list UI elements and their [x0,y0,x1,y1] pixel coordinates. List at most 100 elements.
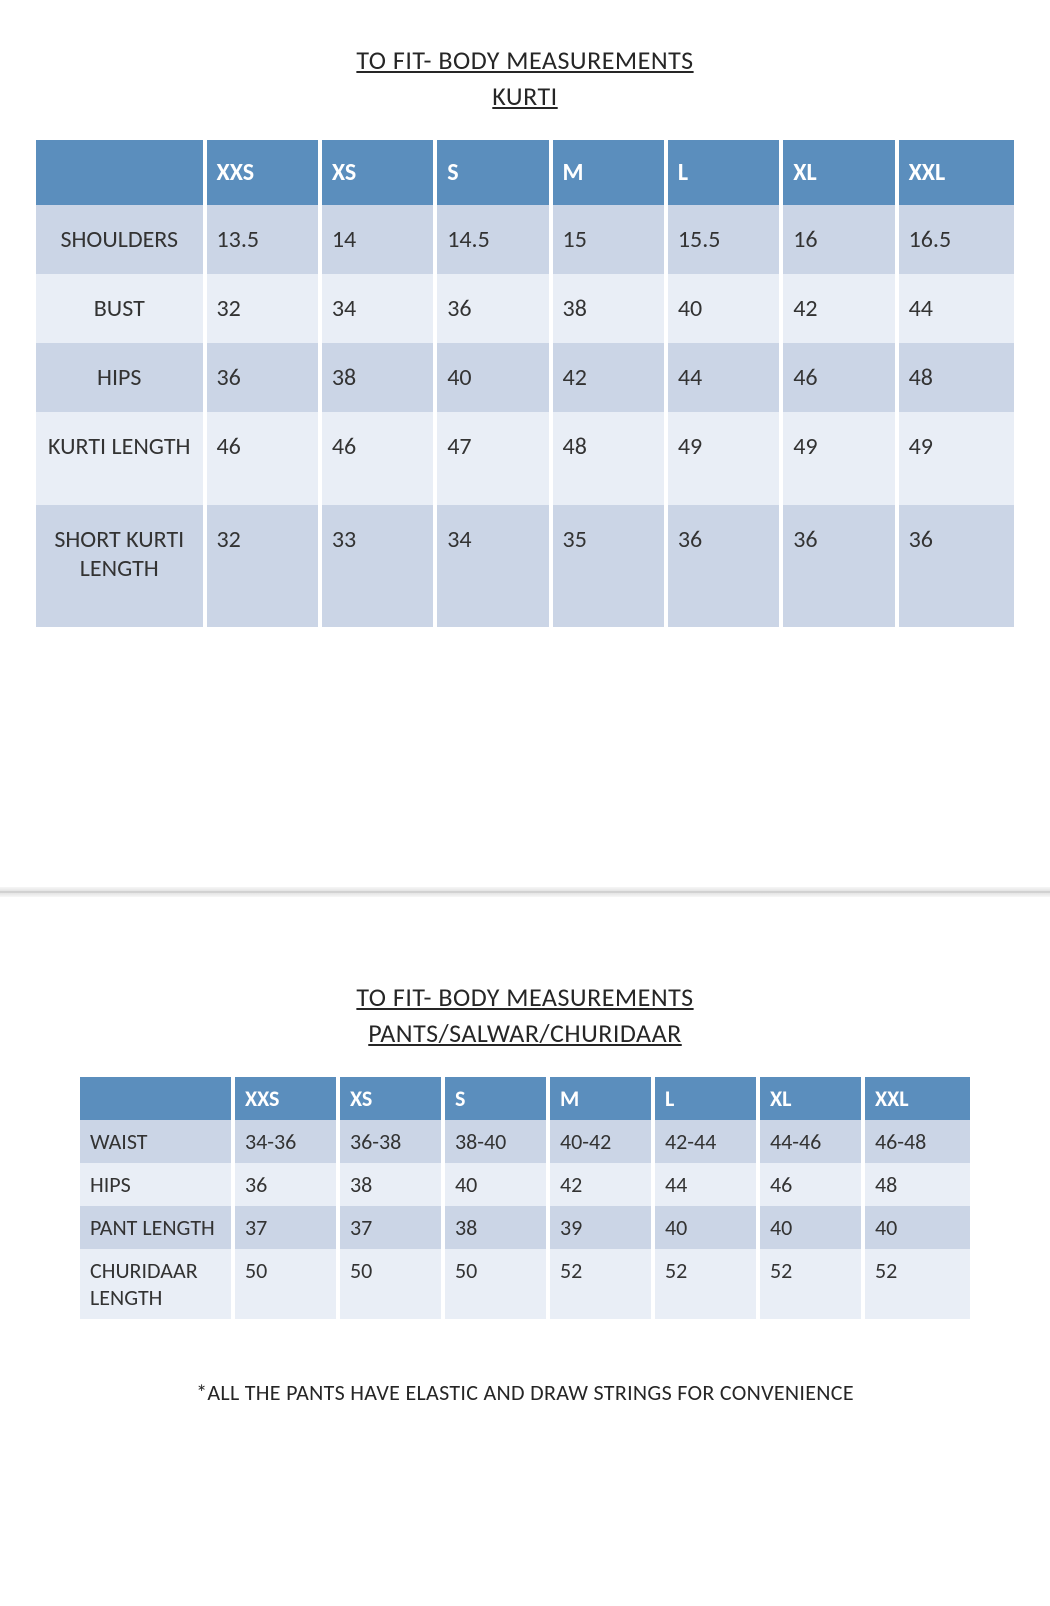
kurti-header-xs: XS [322,140,437,205]
cell: 42-44 [655,1120,760,1163]
cell: 38 [445,1206,550,1249]
kurti-header-blank [36,140,207,205]
cell: 49 [783,412,898,505]
cell: 32 [207,274,322,343]
cell: 40-42 [550,1120,655,1163]
pants-table-body: WAIST34-3636-3838-4040-4242-4444-4646-48… [80,1120,970,1319]
cell: 38 [340,1163,445,1206]
table-row: SHOULDERS13.51414.51515.51616.5 [36,205,1014,274]
pants-header-xl: XL [760,1077,865,1120]
cell: 48 [865,1163,970,1206]
cell: 33 [322,505,437,627]
cell: 14 [322,205,437,274]
cell: 36 [899,505,1014,627]
cell: 52 [550,1249,655,1319]
cell: 36 [235,1163,340,1206]
cell: 16 [783,205,898,274]
kurti-title-1: TO FIT- BODY MEASUREMENTS [36,44,1014,76]
cell: 52 [655,1249,760,1319]
cell: 52 [760,1249,865,1319]
kurti-header-row: XXS XS S M L XL XXL [36,140,1014,205]
cell: 46 [322,412,437,505]
row-label: CHURIDAAR LENGTH [80,1249,235,1319]
cell: 40 [445,1163,550,1206]
kurti-section: TO FIT- BODY MEASUREMENTS KURTI XXS XS S… [0,0,1050,887]
cell: 16.5 [899,205,1014,274]
kurti-table: XXS XS S M L XL XXL SHOULDERS13.51414.51… [36,140,1014,627]
row-label: HIPS [80,1163,235,1206]
cell: 42 [553,343,668,412]
pants-header-blank [80,1077,235,1120]
cell: 44 [655,1163,760,1206]
pants-section: TO FIT- BODY MEASUREMENTS PANTS/SALWAR/C… [0,897,1050,1606]
cell: 34 [437,505,552,627]
table-row: CHURIDAAR LENGTH50505052525252 [80,1249,970,1319]
row-label: WAIST [80,1120,235,1163]
cell: 14.5 [437,205,552,274]
cell: 34-36 [235,1120,340,1163]
cell: 37 [235,1206,340,1249]
page: TO FIT- BODY MEASUREMENTS KURTI XXS XS S… [0,0,1050,1606]
kurti-header-l: L [668,140,783,205]
table-row: WAIST34-3636-3838-4040-4242-4444-4646-48 [80,1120,970,1163]
cell: 36 [207,343,322,412]
kurti-table-body: SHOULDERS13.51414.51515.51616.5BUST32343… [36,205,1014,627]
cell: 50 [340,1249,445,1319]
pants-header-s: S [445,1077,550,1120]
cell: 49 [668,412,783,505]
table-row: BUST32343638404244 [36,274,1014,343]
cell: 40 [668,274,783,343]
pants-header-xxl: XXL [865,1077,970,1120]
kurti-header-m: M [553,140,668,205]
row-label: SHORT KURTI LENGTH [36,505,207,627]
table-row: PANT LENGTH37373839404040 [80,1206,970,1249]
pants-title-2: PANTS/SALWAR/CHURIDAAR [80,1017,970,1049]
kurti-header-s: S [437,140,552,205]
table-row: KURTI LENGTH46464748494949 [36,412,1014,505]
pants-header-xxs: XXS [235,1077,340,1120]
cell: 35 [553,505,668,627]
cell: 40 [437,343,552,412]
cell: 36 [437,274,552,343]
cell: 49 [899,412,1014,505]
cell: 37 [340,1206,445,1249]
table-row: HIPS36384042444648 [80,1163,970,1206]
cell: 44 [668,343,783,412]
row-label: PANT LENGTH [80,1206,235,1249]
cell: 48 [553,412,668,505]
cell: 44-46 [760,1120,865,1163]
kurti-header-xxs: XXS [207,140,322,205]
pants-header-xs: XS [340,1077,445,1120]
cell: 52 [865,1249,970,1319]
cell: 46 [207,412,322,505]
cell: 44 [899,274,1014,343]
pants-title-1: TO FIT- BODY MEASUREMENTS [80,981,970,1013]
cell: 42 [783,274,898,343]
section-divider [0,887,1050,897]
cell: 48 [899,343,1014,412]
pants-header-m: M [550,1077,655,1120]
pants-table: XXS XS S M L XL XXL WAIST34-3636-3838-40… [80,1077,970,1319]
cell: 47 [437,412,552,505]
cell: 15 [553,205,668,274]
pants-header-l: L [655,1077,760,1120]
row-label: BUST [36,274,207,343]
cell: 34 [322,274,437,343]
cell: 50 [445,1249,550,1319]
cell: 50 [235,1249,340,1319]
cell: 46 [760,1163,865,1206]
table-row: SHORT KURTI LENGTH32333435363636 [36,505,1014,627]
cell: 36 [783,505,898,627]
cell: 46 [783,343,898,412]
cell: 42 [550,1163,655,1206]
kurti-header-xxl: XXL [899,140,1014,205]
cell: 13.5 [207,205,322,274]
cell: 32 [207,505,322,627]
kurti-title-block: TO FIT- BODY MEASUREMENTS KURTI [36,44,1014,112]
row-label: KURTI LENGTH [36,412,207,505]
cell: 46-48 [865,1120,970,1163]
cell: 40 [865,1206,970,1249]
kurti-header-xl: XL [783,140,898,205]
cell: 38 [322,343,437,412]
cell: 38-40 [445,1120,550,1163]
